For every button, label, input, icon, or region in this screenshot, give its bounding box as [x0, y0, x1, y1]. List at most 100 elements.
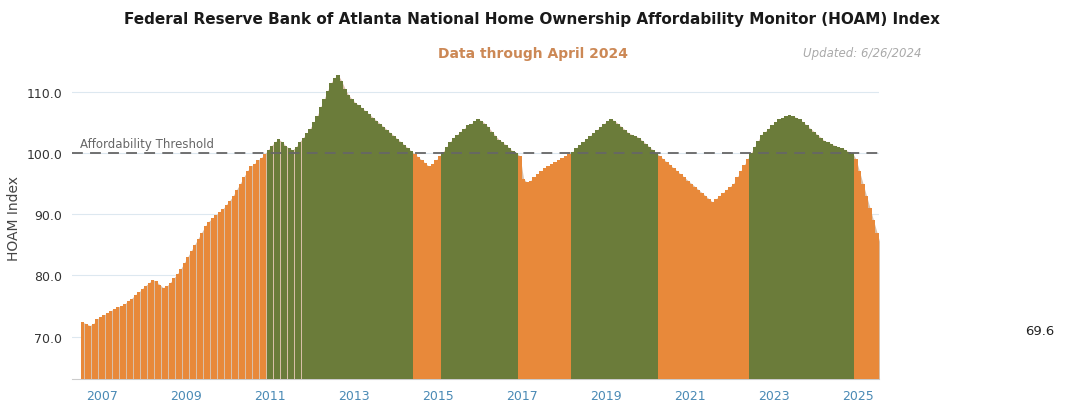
Bar	[403, 146, 406, 380]
Bar	[711, 202, 715, 380]
Bar	[750, 154, 753, 380]
Y-axis label: HOAM Index: HOAM Index	[7, 175, 21, 260]
Bar	[858, 172, 862, 380]
Bar	[854, 160, 857, 380]
Bar	[941, 346, 945, 380]
Bar	[88, 326, 92, 380]
Bar	[767, 129, 770, 380]
Bar	[595, 130, 599, 380]
Bar	[372, 118, 375, 380]
Bar	[448, 143, 452, 380]
Bar	[193, 245, 196, 380]
Bar	[197, 239, 199, 380]
Bar	[207, 222, 210, 380]
Bar	[917, 324, 920, 380]
Bar	[623, 130, 626, 380]
Bar	[445, 148, 448, 380]
Bar	[113, 309, 116, 380]
Bar	[813, 132, 816, 380]
Text: Federal Reserve Bank of Atlanta National Home Ownership Affordability Monitor (H: Federal Reserve Bank of Atlanta National…	[125, 12, 940, 27]
Bar	[725, 190, 728, 380]
Bar	[540, 172, 543, 380]
Bar	[399, 143, 403, 380]
Bar	[543, 169, 546, 380]
Bar	[151, 280, 154, 380]
Bar	[203, 227, 207, 380]
Bar	[892, 291, 896, 380]
Bar	[644, 144, 648, 380]
Bar	[1005, 332, 1009, 380]
Bar	[630, 135, 634, 380]
Text: 69.6: 69.6	[1026, 324, 1054, 337]
Bar	[340, 82, 343, 380]
Bar	[508, 149, 511, 380]
Bar	[932, 340, 935, 380]
Bar	[424, 164, 427, 380]
Bar	[459, 132, 462, 380]
Bar	[231, 196, 234, 380]
Bar	[883, 257, 886, 380]
Bar	[337, 76, 340, 380]
Bar	[239, 184, 242, 380]
Bar	[617, 124, 620, 380]
Bar	[277, 139, 280, 380]
Bar	[672, 169, 675, 380]
Bar	[133, 295, 136, 380]
Bar	[900, 309, 903, 380]
Bar	[770, 126, 773, 380]
Bar	[648, 148, 651, 380]
Bar	[914, 321, 917, 380]
Bar	[182, 263, 185, 380]
Bar	[666, 163, 669, 380]
Bar	[788, 116, 791, 380]
Bar	[949, 342, 952, 380]
Bar	[791, 117, 794, 380]
Bar	[627, 133, 630, 380]
Bar	[889, 279, 892, 380]
Bar	[1009, 335, 1012, 380]
Bar	[872, 221, 875, 380]
Bar	[903, 312, 906, 380]
Bar	[603, 124, 606, 380]
Bar	[781, 118, 784, 380]
Bar	[266, 151, 269, 380]
Bar	[981, 305, 984, 380]
Bar	[217, 213, 220, 380]
Bar	[386, 130, 389, 380]
Bar	[354, 103, 357, 380]
Bar	[568, 155, 571, 380]
Bar	[886, 270, 889, 380]
Bar	[235, 190, 239, 380]
Bar	[442, 153, 444, 380]
Bar	[456, 135, 459, 380]
Bar	[928, 337, 931, 380]
Bar	[652, 151, 655, 380]
Bar	[879, 245, 882, 380]
Bar	[970, 312, 973, 380]
Bar	[315, 117, 318, 380]
Bar	[816, 135, 819, 380]
Bar	[987, 312, 990, 380]
Bar	[280, 143, 283, 380]
Bar	[522, 179, 525, 380]
Bar	[742, 166, 746, 380]
Bar	[249, 167, 252, 380]
Bar	[669, 166, 672, 380]
Bar	[137, 293, 141, 380]
Bar	[585, 139, 588, 380]
Bar	[658, 157, 661, 380]
Bar	[753, 148, 756, 380]
Bar	[687, 181, 690, 380]
Bar	[557, 161, 560, 380]
Bar	[326, 91, 329, 380]
Bar	[99, 317, 101, 380]
Bar	[819, 138, 822, 380]
Bar	[484, 124, 487, 380]
Bar	[732, 184, 735, 380]
Bar	[599, 127, 602, 380]
Bar	[805, 126, 808, 380]
Bar	[606, 121, 609, 380]
Bar	[868, 209, 871, 380]
Bar	[179, 270, 182, 380]
Bar	[494, 137, 497, 380]
